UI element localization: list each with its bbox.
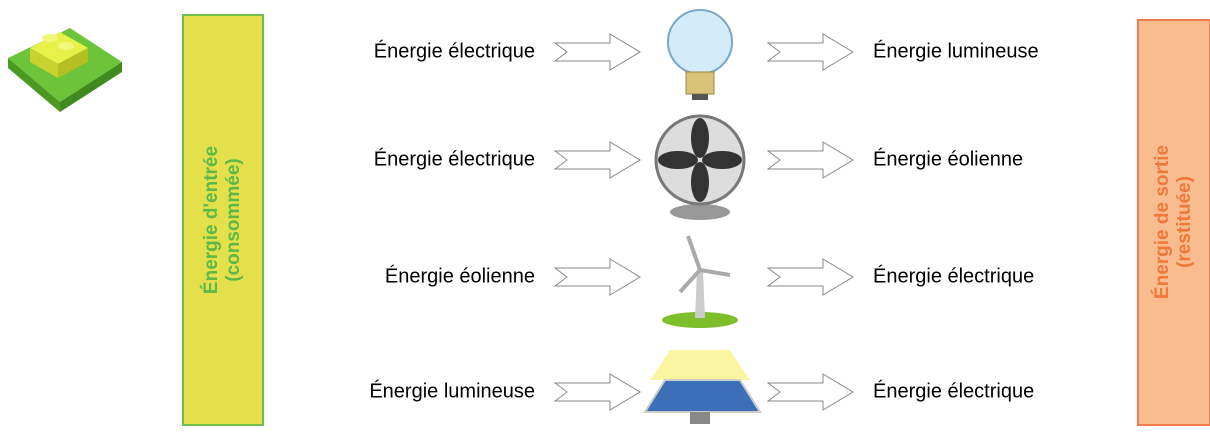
input-text: Énergie électrique [374,39,535,62]
input-text: Énergie éolienne [385,264,535,287]
input-label: (consommée) [223,158,244,282]
output-label: (restituée) [1174,176,1195,268]
arrow [555,374,640,410]
solar-panel-icon [645,350,760,424]
diagram: Énergie d'entrée (consommée) Énergie de … [0,0,1210,433]
output-text: Énergie électrique [873,379,1034,402]
output-text: Énergie lumineuse [873,39,1039,62]
output-text: Énergie éolienne [873,147,1023,170]
arrow [768,34,853,70]
wind-turbine-icon [662,236,738,328]
fan-icon [656,116,744,220]
arrow [768,374,853,410]
arrow [768,259,853,295]
input-label: Énergie d'entrée [200,146,222,294]
bulb-icon [668,10,732,100]
lego-icon [8,28,122,112]
output-text: Énergie électrique [873,264,1034,287]
arrow [768,142,853,178]
input-text: Énergie lumineuse [369,379,535,402]
arrow [555,34,640,70]
input-text: Énergie électrique [374,147,535,170]
output-label: Énergie de sortie [1151,145,1173,299]
arrow [555,259,640,295]
arrow [555,142,640,178]
